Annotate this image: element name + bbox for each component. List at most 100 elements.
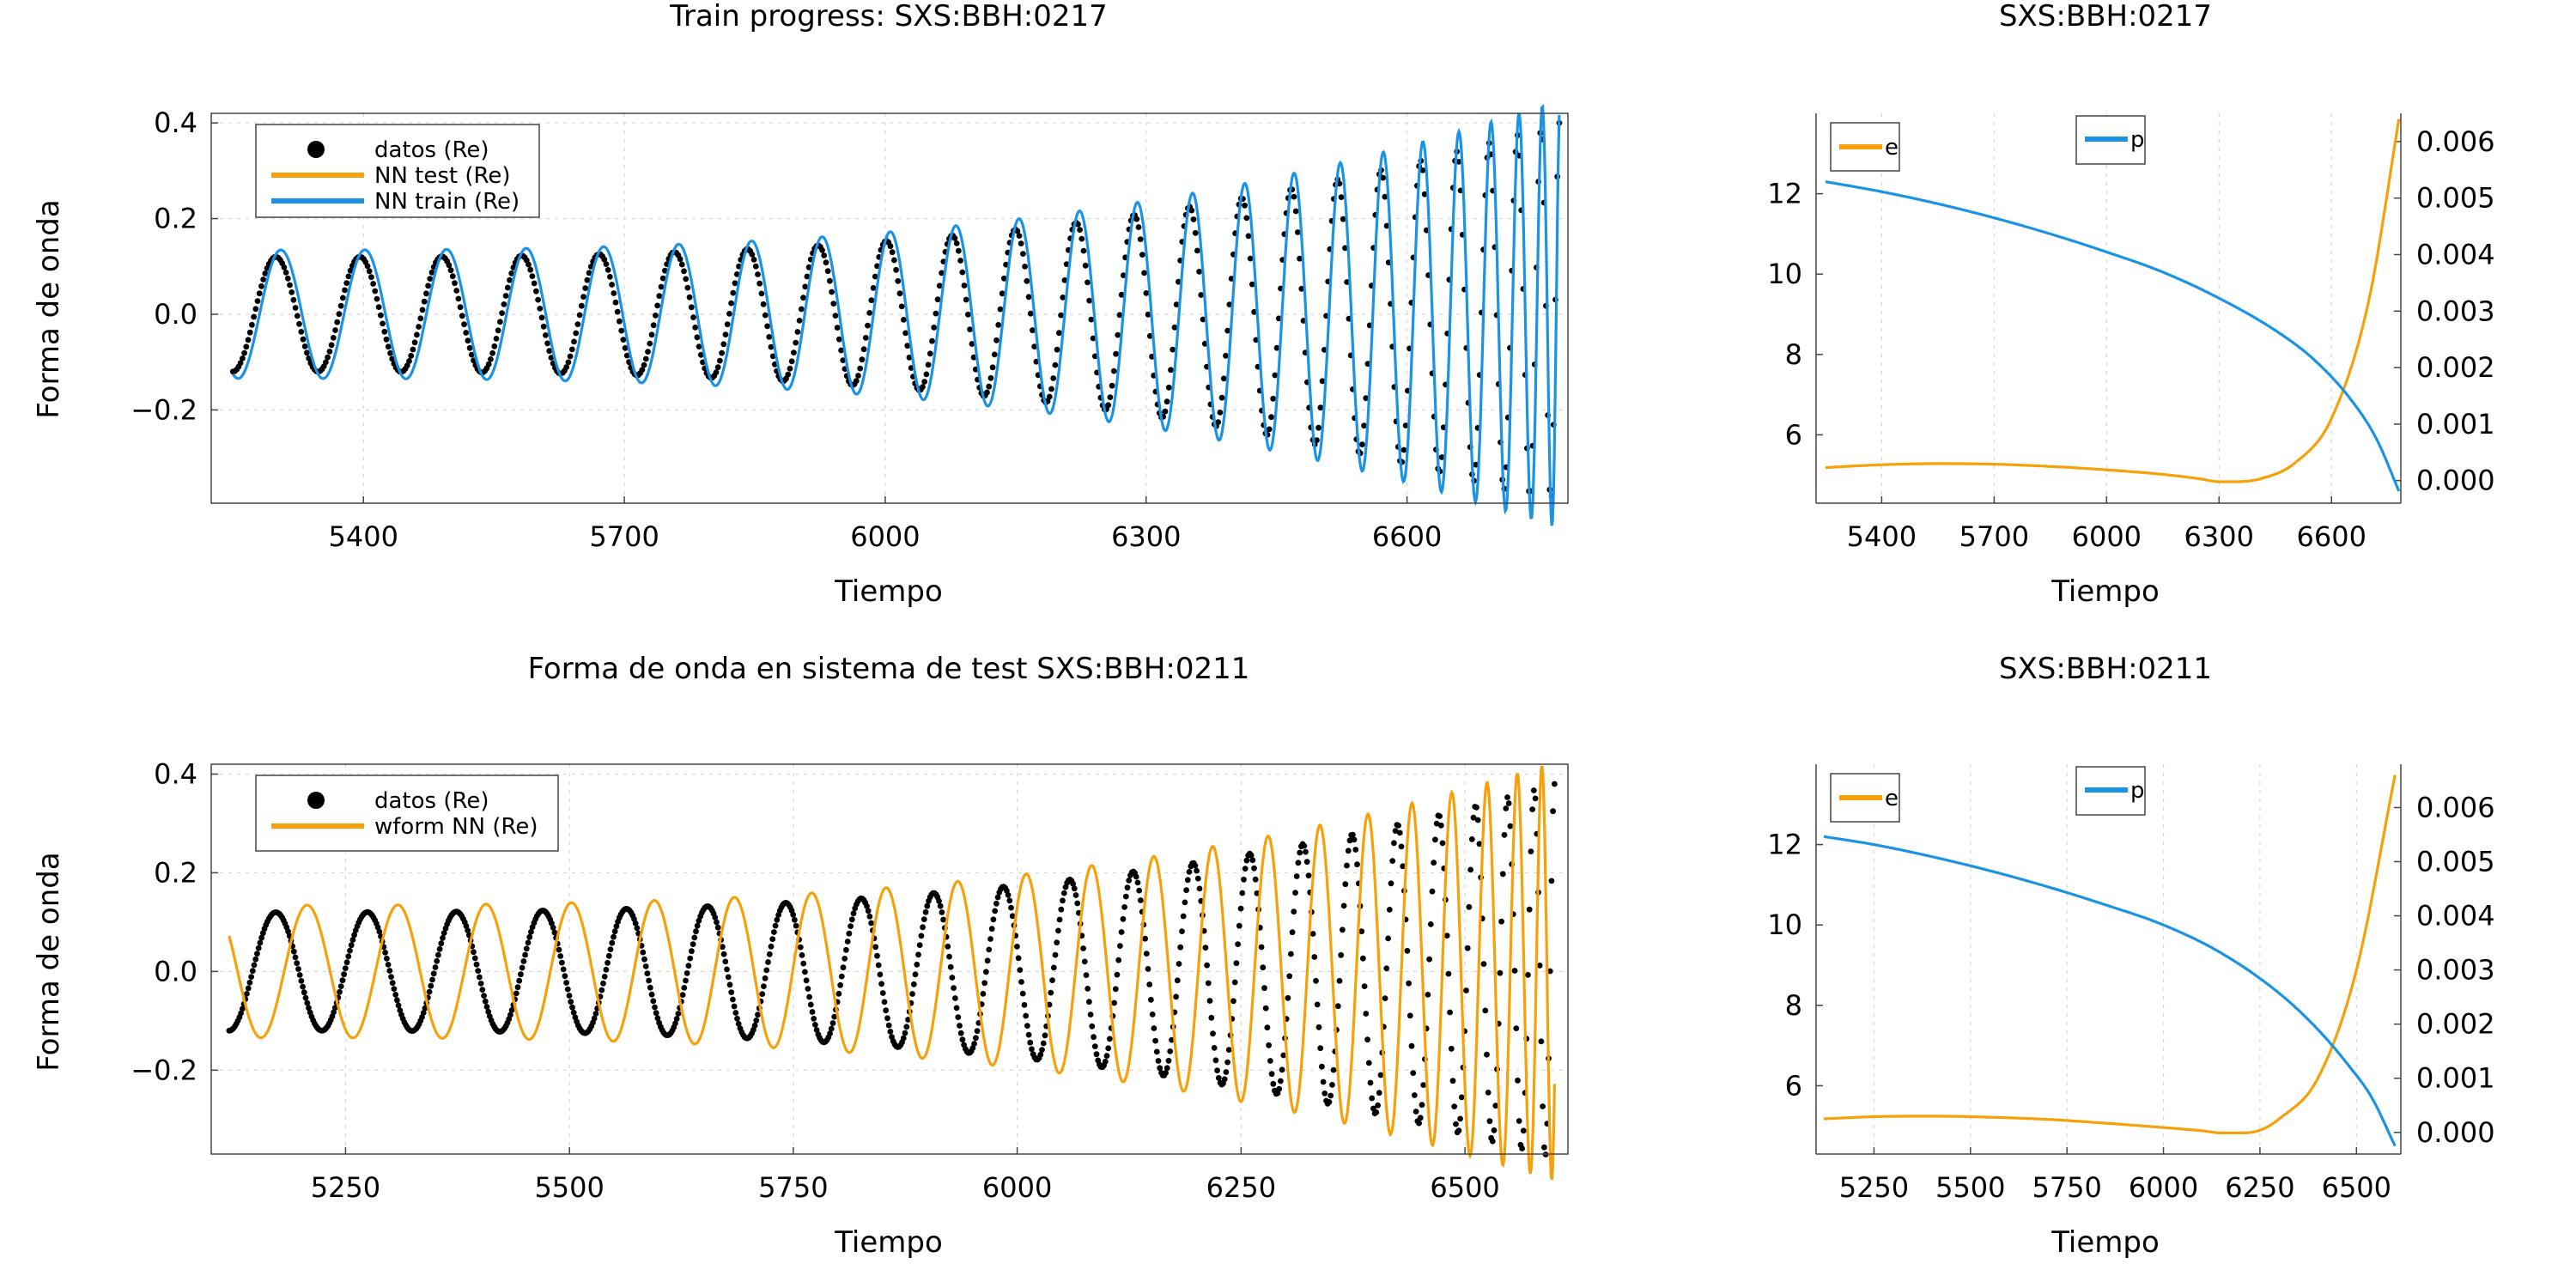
x-tick-label: 5250 <box>1839 1171 1909 1204</box>
data-point <box>475 968 482 974</box>
right-y-tick-label: 0.003 <box>2416 295 2495 327</box>
data-point <box>1421 191 1428 197</box>
legend-marker-datos <box>307 141 325 158</box>
data-point <box>562 973 568 980</box>
data-point <box>1279 1066 1285 1073</box>
data-point <box>993 900 999 907</box>
data-point <box>914 961 920 968</box>
data-point <box>1084 279 1091 286</box>
data-point <box>756 280 763 287</box>
plot-area <box>1825 118 2401 492</box>
data-point <box>799 952 805 958</box>
data-point <box>427 276 434 282</box>
data-point <box>563 980 569 986</box>
data-point <box>1223 352 1229 359</box>
data-point <box>1180 913 1187 920</box>
data-point <box>1022 264 1028 270</box>
x-tick-label: 6500 <box>1430 1171 1499 1204</box>
data-point <box>1208 1014 1215 1021</box>
data-point <box>609 282 615 288</box>
data-point <box>1194 867 1200 874</box>
data-point <box>1080 247 1087 254</box>
data-point <box>1400 863 1406 870</box>
data-point <box>1224 327 1231 334</box>
data-point <box>1122 893 1129 900</box>
y-tick-label: 0.2 <box>154 856 197 889</box>
data-point <box>1511 968 1518 974</box>
data-point <box>375 304 382 310</box>
data-point <box>807 1001 814 1008</box>
data-point <box>605 267 611 273</box>
data-point <box>525 939 532 946</box>
data-point <box>1235 941 1241 947</box>
data-point <box>689 948 695 955</box>
data-point <box>957 1023 963 1029</box>
data-point <box>1385 935 1391 942</box>
data-point <box>793 922 799 929</box>
data-point <box>1077 227 1083 233</box>
data-point <box>1320 1078 1327 1085</box>
data-point <box>1139 252 1145 258</box>
data-point <box>866 914 873 920</box>
grid-lines <box>211 764 1568 1154</box>
data-point <box>1391 840 1397 847</box>
data-point <box>751 1022 758 1029</box>
legend-e: e <box>1830 122 1900 172</box>
data-point <box>658 283 665 290</box>
data-point <box>813 1027 820 1033</box>
data-point <box>642 963 649 969</box>
data-point <box>1008 904 1014 911</box>
plot-area <box>226 765 1558 1181</box>
data-point <box>1398 843 1405 850</box>
data-point <box>1410 1070 1417 1076</box>
data-point <box>827 277 833 284</box>
legend-p: p <box>2075 766 2146 816</box>
data-point <box>411 339 418 346</box>
data-point <box>1295 229 1301 235</box>
data-point <box>1262 1005 1269 1012</box>
right-y-tick-label: 0.000 <box>2416 465 2495 497</box>
data-point <box>916 942 923 948</box>
data-point <box>380 320 386 327</box>
data-point <box>290 948 297 955</box>
data-point <box>678 261 685 268</box>
data-point <box>1105 402 1112 409</box>
data-point <box>1540 1103 1546 1109</box>
data-point <box>384 955 390 962</box>
data-point <box>885 1022 892 1029</box>
data-point <box>732 280 738 287</box>
data-point <box>1050 964 1057 971</box>
data-point <box>1054 939 1060 946</box>
data-point <box>262 270 269 276</box>
data-point <box>623 352 630 359</box>
data-point <box>1046 393 1053 400</box>
data-point <box>507 276 513 283</box>
data-point <box>1303 848 1309 855</box>
data-point <box>1167 1048 1174 1054</box>
data-point <box>857 365 864 372</box>
data-point <box>1093 1051 1100 1058</box>
data-point <box>830 301 837 307</box>
legend-label-datos: datos (Re) <box>374 137 489 163</box>
data-point <box>306 355 312 361</box>
data-point <box>1377 1072 1384 1078</box>
data-point <box>1529 806 1535 812</box>
legend-label-nn-train: NN train (Re) <box>374 189 519 215</box>
data-point <box>1266 426 1273 433</box>
data-point <box>574 321 581 327</box>
left-y-tick-label: 8 <box>1785 989 1802 1022</box>
legend-label-nn-test: NN test (Re) <box>374 163 511 189</box>
data-point <box>389 980 396 987</box>
data-point <box>1243 215 1250 222</box>
data-point <box>488 356 494 362</box>
data-point <box>761 983 767 989</box>
data-point <box>1419 167 1426 173</box>
data-point <box>1237 905 1244 912</box>
data-point <box>694 334 701 341</box>
data-point <box>343 280 350 286</box>
data-point <box>336 311 343 318</box>
data-point <box>887 1029 894 1035</box>
data-point <box>544 340 550 347</box>
data-point <box>447 267 454 274</box>
data-point <box>251 962 258 969</box>
